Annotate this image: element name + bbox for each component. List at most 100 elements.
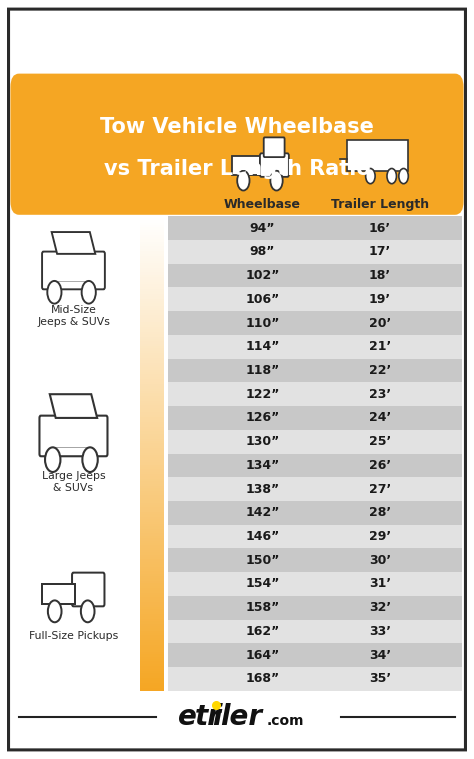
Text: 122”: 122” bbox=[245, 388, 280, 401]
Bar bbox=[140, 441, 164, 444]
Bar bbox=[140, 403, 164, 406]
Bar bbox=[140, 263, 164, 266]
Bar bbox=[140, 536, 164, 539]
Text: 118”: 118” bbox=[245, 364, 280, 377]
Text: 134”: 134” bbox=[245, 459, 280, 472]
Bar bbox=[140, 664, 164, 667]
Bar bbox=[140, 467, 164, 470]
Bar bbox=[140, 460, 164, 463]
Bar bbox=[140, 681, 164, 684]
Bar bbox=[140, 355, 164, 358]
Bar bbox=[140, 222, 164, 226]
Text: 162”: 162” bbox=[245, 625, 280, 638]
Bar bbox=[140, 382, 164, 385]
Bar bbox=[140, 676, 164, 679]
Bar bbox=[140, 595, 164, 598]
Text: 30’: 30’ bbox=[369, 554, 391, 567]
Bar bbox=[140, 669, 164, 672]
Bar bbox=[140, 502, 164, 505]
Bar bbox=[140, 389, 164, 392]
Bar bbox=[140, 612, 164, 615]
Bar bbox=[140, 507, 164, 511]
Bar bbox=[140, 619, 164, 622]
Text: 154”: 154” bbox=[245, 578, 280, 591]
Bar bbox=[140, 642, 164, 646]
Polygon shape bbox=[52, 232, 95, 254]
Bar bbox=[140, 458, 164, 461]
Bar bbox=[140, 657, 164, 660]
Bar bbox=[140, 434, 164, 437]
Bar bbox=[168, 524, 462, 548]
Bar bbox=[140, 652, 164, 655]
Bar bbox=[140, 380, 164, 383]
Bar bbox=[140, 304, 164, 307]
Bar bbox=[140, 572, 164, 575]
Bar bbox=[140, 688, 164, 691]
Bar bbox=[140, 498, 164, 501]
Bar bbox=[140, 275, 164, 278]
Bar bbox=[140, 270, 164, 273]
Bar bbox=[140, 306, 164, 309]
Bar bbox=[140, 443, 164, 446]
Circle shape bbox=[48, 600, 62, 622]
Bar bbox=[140, 581, 164, 584]
Bar bbox=[140, 534, 164, 537]
Text: Trailer Length: Trailer Length bbox=[331, 198, 429, 212]
Bar bbox=[140, 626, 164, 629]
Bar bbox=[140, 638, 164, 641]
FancyBboxPatch shape bbox=[260, 153, 289, 177]
Bar bbox=[140, 621, 164, 624]
Bar bbox=[140, 583, 164, 587]
Text: 32’: 32’ bbox=[369, 601, 391, 614]
Bar bbox=[140, 602, 164, 606]
Bar bbox=[140, 247, 164, 250]
Bar bbox=[140, 241, 164, 244]
Bar bbox=[140, 604, 164, 608]
Bar bbox=[140, 313, 164, 316]
Bar bbox=[140, 417, 164, 420]
Bar bbox=[140, 414, 164, 418]
Bar bbox=[140, 505, 164, 508]
Text: 35’: 35’ bbox=[369, 672, 391, 685]
Bar bbox=[140, 550, 164, 553]
Bar bbox=[140, 647, 164, 650]
Text: i: i bbox=[212, 704, 222, 731]
Text: ler: ler bbox=[220, 704, 263, 731]
Bar bbox=[140, 683, 164, 686]
Bar bbox=[140, 393, 164, 396]
Bar bbox=[140, 529, 164, 532]
Polygon shape bbox=[50, 394, 97, 418]
Text: 22’: 22’ bbox=[369, 364, 391, 377]
Bar bbox=[140, 249, 164, 252]
Bar bbox=[140, 531, 164, 534]
Bar bbox=[140, 298, 164, 302]
Bar bbox=[140, 237, 164, 240]
Circle shape bbox=[82, 447, 98, 472]
Bar bbox=[140, 391, 164, 394]
FancyBboxPatch shape bbox=[39, 416, 108, 456]
Text: Wheelbase: Wheelbase bbox=[224, 198, 301, 212]
Bar bbox=[140, 540, 164, 543]
Circle shape bbox=[399, 168, 408, 184]
Bar bbox=[140, 671, 164, 674]
Bar bbox=[140, 471, 164, 475]
Bar bbox=[140, 339, 164, 342]
Bar bbox=[168, 501, 462, 524]
Bar bbox=[140, 526, 164, 530]
Bar bbox=[140, 588, 164, 591]
Bar bbox=[140, 483, 164, 487]
Bar bbox=[140, 348, 164, 351]
Bar bbox=[168, 644, 462, 667]
Text: .com: .com bbox=[267, 714, 304, 728]
Bar bbox=[168, 572, 462, 596]
Bar bbox=[140, 412, 164, 416]
Text: 102”: 102” bbox=[245, 269, 280, 282]
Bar bbox=[140, 666, 164, 669]
Bar bbox=[140, 218, 164, 221]
Text: 114”: 114” bbox=[245, 340, 280, 353]
Text: 21’: 21’ bbox=[369, 340, 391, 353]
Circle shape bbox=[387, 168, 396, 184]
Bar bbox=[140, 481, 164, 484]
Bar bbox=[140, 593, 164, 596]
Bar bbox=[140, 232, 164, 235]
